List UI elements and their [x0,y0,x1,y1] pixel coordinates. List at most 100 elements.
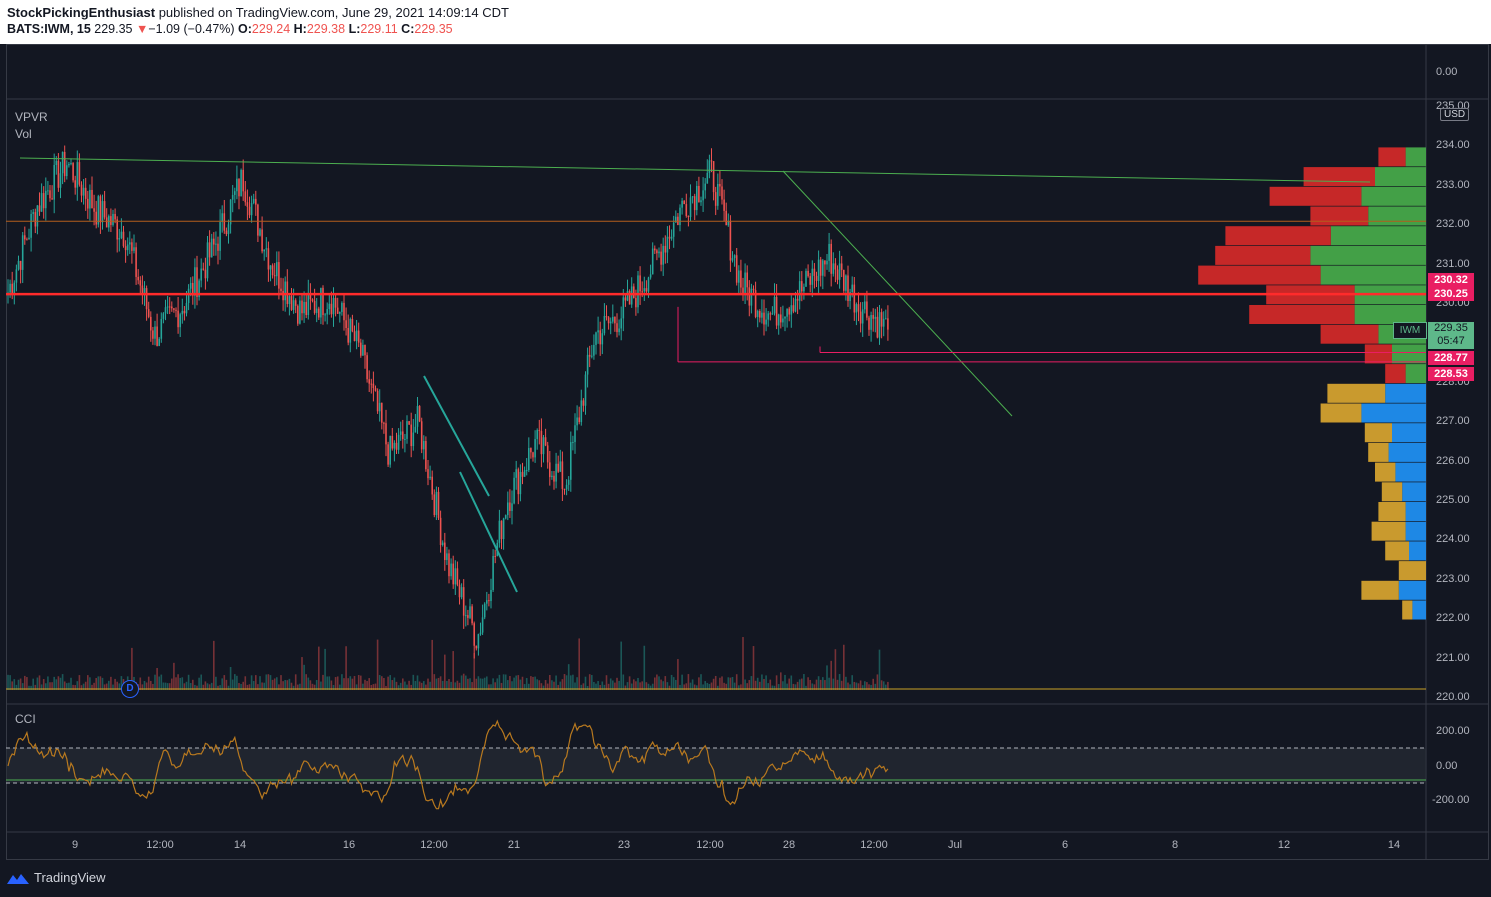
candle-body [219,222,221,251]
volume-bar [299,683,301,690]
candle-body [748,287,751,306]
volume-bar [710,682,713,690]
candle-body [57,160,60,188]
candle-body [374,388,377,391]
volume-bar [691,679,694,690]
volume-bar [63,681,66,690]
candle-body [882,318,885,327]
candle-body [792,305,795,312]
candle-body [456,568,459,585]
volume-profile-up-bar [1405,521,1426,541]
candle-body [223,213,226,231]
vpvr-label[interactable]: VPVR [15,110,48,124]
candle-body [595,332,597,345]
volume-bar [704,681,706,690]
volume-bar [836,679,839,690]
volume-profile-up-bar [1402,482,1426,502]
volume-bar [78,675,81,690]
volume-profile-down-bar [1249,305,1355,324]
volume-bar [328,676,331,690]
volume-bar [834,649,837,690]
drawings[interactable] [6,157,1426,690]
candle-body [435,491,438,515]
volume-bar [494,682,496,690]
volume-profile-down-bar [1381,482,1403,502]
author-name[interactable]: StockPickingEnthusiast [7,5,156,20]
volume-bar [721,676,723,690]
candle-body [395,442,398,450]
volume-profile-up-bar [1375,167,1426,187]
volume-bar [242,681,244,690]
candle-body [639,275,641,292]
volume-bar [303,664,305,690]
volume-bar [475,678,478,690]
candle-body [679,207,681,226]
volume-bar [578,638,580,690]
candle-body [95,211,97,225]
candle-body [681,200,683,208]
volume-bar [727,677,730,690]
candle-body [528,448,530,471]
volume-bar [70,677,72,690]
volume-bar [769,679,772,690]
volume-bar [633,679,635,690]
volume-bar [490,684,492,690]
volume-bar [418,681,421,690]
candle-body [112,213,114,225]
volume-bar [166,683,169,690]
volume-bar [805,685,807,690]
volume-bar [803,674,805,690]
volume-bar [643,645,646,690]
volume-bar [693,684,696,690]
candle-body [93,208,95,212]
volume-bar [696,685,698,690]
candle-body [708,160,711,173]
volume-bar [34,684,37,690]
volume-bar [336,676,339,690]
symbol-label[interactable]: BATS:IWM, 15 [7,22,91,36]
volume-bar [91,684,93,690]
volume-bar [99,676,102,690]
candle-body [830,243,832,274]
cci-line [7,719,889,810]
volume-bar [40,684,43,690]
currency-button[interactable]: USD [1440,108,1470,121]
volume-profile-up-bar [1395,462,1426,482]
candle-body [103,201,106,218]
volume-profile-up-bar [1392,344,1426,364]
candle-body [248,206,251,216]
candle-body [147,309,150,317]
volume-bar [439,676,442,690]
volume-bar [549,674,551,690]
vol-label[interactable]: Vol [15,127,32,141]
candle-body [721,186,723,200]
cci-label[interactable]: CCI [15,712,36,726]
candle-body [593,344,595,356]
tradingview-branding[interactable]: TradingView [6,870,106,886]
volume-profile-up-bar [1405,147,1426,167]
volume-profile-up-bar [1320,265,1426,285]
candle-body [141,285,144,295]
volume-bar [735,674,738,690]
candle-body [82,187,85,196]
dividend-marker-icon[interactable]: D [121,680,139,698]
volume-bar [393,677,396,690]
volume-bar [609,678,612,690]
volume-bar [796,681,799,690]
close-value: 229.35 [414,22,453,36]
volume-bar [654,677,656,690]
cci-band [6,748,1426,783]
volume-bar [544,680,547,690]
volume-bar [315,680,318,690]
candle-body [773,296,776,314]
candle-body [467,615,469,618]
candle-body [196,267,198,297]
candle-body [761,312,763,318]
price-tick: 227.00 [1436,415,1470,428]
volume-bar [431,639,433,690]
volume-bar [616,677,618,690]
candle-body [301,300,303,314]
volume-bar [452,651,454,690]
volume-bar [61,674,64,690]
